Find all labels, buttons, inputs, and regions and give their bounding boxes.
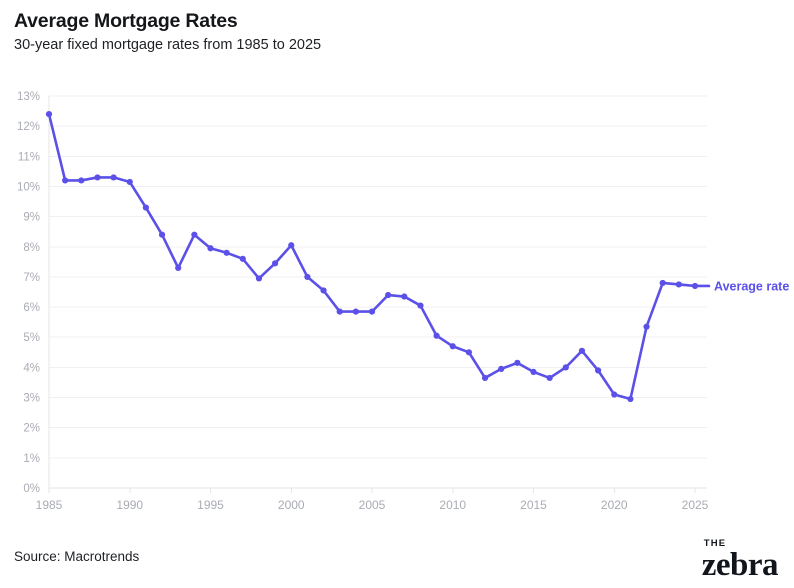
data-point-marker xyxy=(465,349,472,356)
data-point-marker xyxy=(578,347,586,354)
y-axis-tick-label: 8% xyxy=(23,242,40,254)
page-title: Average Mortgage Rates xyxy=(14,10,238,32)
data-point-marker xyxy=(207,245,214,252)
data-point-marker xyxy=(320,287,327,294)
data-point-marker xyxy=(401,293,408,300)
data-point-marker xyxy=(336,308,343,315)
data-point-marker xyxy=(288,242,295,249)
x-axis-tick-label: 2010 xyxy=(439,498,466,512)
y-axis-tick-label: 0% xyxy=(23,483,40,495)
brand-the-text: THE xyxy=(703,538,727,549)
data-series-group xyxy=(45,110,699,403)
data-point-marker xyxy=(595,367,602,374)
data-point-marker xyxy=(304,273,311,281)
y-axis-tick-label: 10% xyxy=(17,181,40,193)
data-point-marker xyxy=(449,343,456,350)
data-point-marker xyxy=(514,359,521,366)
data-point-marker xyxy=(239,255,246,262)
source-note: Source: Macrotrends xyxy=(14,549,140,564)
x-axis-tick-label: 1995 xyxy=(197,498,224,512)
x-axis-tick-label: 2025 xyxy=(682,498,709,512)
data-point-marker xyxy=(643,323,650,330)
data-point-marker xyxy=(417,302,424,309)
data-point-marker xyxy=(142,204,149,211)
y-axis-tick-label: 1% xyxy=(23,453,40,465)
line-chart-svg: 0% 1% 2% 3% 4% 5% 6% 7% 8% 9% 10% 11% 12% 13% 1985 199… xyxy=(17,91,789,512)
data-point-marker xyxy=(675,281,682,288)
x-axis-tick-label: 2005 xyxy=(359,498,386,512)
series-end-label: Average rate xyxy=(714,279,789,293)
data-point-marker xyxy=(158,231,166,238)
data-point-marker xyxy=(481,374,489,382)
chart-footer: Source: Macrotrends THE zebra xyxy=(0,533,794,588)
x-axis-tick-label: 2000 xyxy=(278,498,305,512)
data-point-marker xyxy=(627,395,634,403)
data-point-marker xyxy=(62,177,69,184)
x-axis-tick-labels: 1985 1990 1995 2000 2005 2010 2015 2020 2025 xyxy=(36,498,709,512)
data-point-marker xyxy=(191,231,198,238)
data-point-marker xyxy=(45,110,53,118)
y-axis-tick-label: 13% xyxy=(17,91,40,103)
chart-header: Average Mortgage Rates 30-year fixed mor… xyxy=(14,10,754,55)
x-axis-tick-label: 1990 xyxy=(116,498,143,512)
y-axis-tick-label: 12% xyxy=(17,121,40,133)
brand-logo: THE zebra xyxy=(701,538,779,583)
series-end-label-group: Average rate xyxy=(693,279,789,293)
y-axis-tick-label: 2% xyxy=(23,423,40,435)
data-point-marker xyxy=(272,260,279,267)
data-point-marker xyxy=(530,368,537,376)
y-axis-tick-label: 9% xyxy=(23,212,40,224)
data-point-marker xyxy=(562,364,569,371)
y-axis-tick-label: 6% xyxy=(23,302,40,314)
y-axis-tick-labels: 0% 1% 2% 3% 4% 5% 6% 7% 8% 9% 10% 11% 12% 13% xyxy=(17,91,40,495)
data-point-marker xyxy=(78,177,85,184)
chart-plot-area: 0% 1% 2% 3% 4% 5% 6% 7% 8% 9% 10% 11% 12% 13% 1985 199… xyxy=(0,80,794,535)
data-point-marker xyxy=(175,264,182,271)
y-axis-tick-label: 7% xyxy=(23,272,40,284)
data-point-marker xyxy=(433,332,440,339)
x-axis-tick-label: 2020 xyxy=(601,498,628,512)
data-point-marker xyxy=(546,374,553,382)
data-point-marker xyxy=(659,279,666,287)
y-axis-tick-label: 5% xyxy=(23,332,40,344)
data-point-marker xyxy=(110,174,117,181)
gridlines xyxy=(48,95,707,493)
data-point-marker xyxy=(498,365,505,372)
chart-subtitle: 30-year fixed mortgage rates from 1985 t… xyxy=(14,37,322,54)
data-point-marker xyxy=(94,174,101,181)
brand-zebra-text: zebra xyxy=(701,546,779,583)
y-axis-tick-label: 3% xyxy=(23,393,40,405)
data-point-marker xyxy=(255,275,263,282)
y-axis-tick-label: 11% xyxy=(18,151,40,163)
data-point-marker xyxy=(223,249,230,256)
data-point-marker xyxy=(352,308,359,315)
x-axis-tick-label: 2015 xyxy=(520,498,547,512)
data-point-marker xyxy=(126,178,133,186)
series-line-average-rate xyxy=(47,112,697,401)
data-point-marker xyxy=(368,308,376,315)
data-point-marker xyxy=(385,291,392,299)
x-axis-tick-label: 1985 xyxy=(36,498,63,512)
y-axis-tick-label: 4% xyxy=(23,362,40,374)
data-point-marker xyxy=(611,391,618,398)
